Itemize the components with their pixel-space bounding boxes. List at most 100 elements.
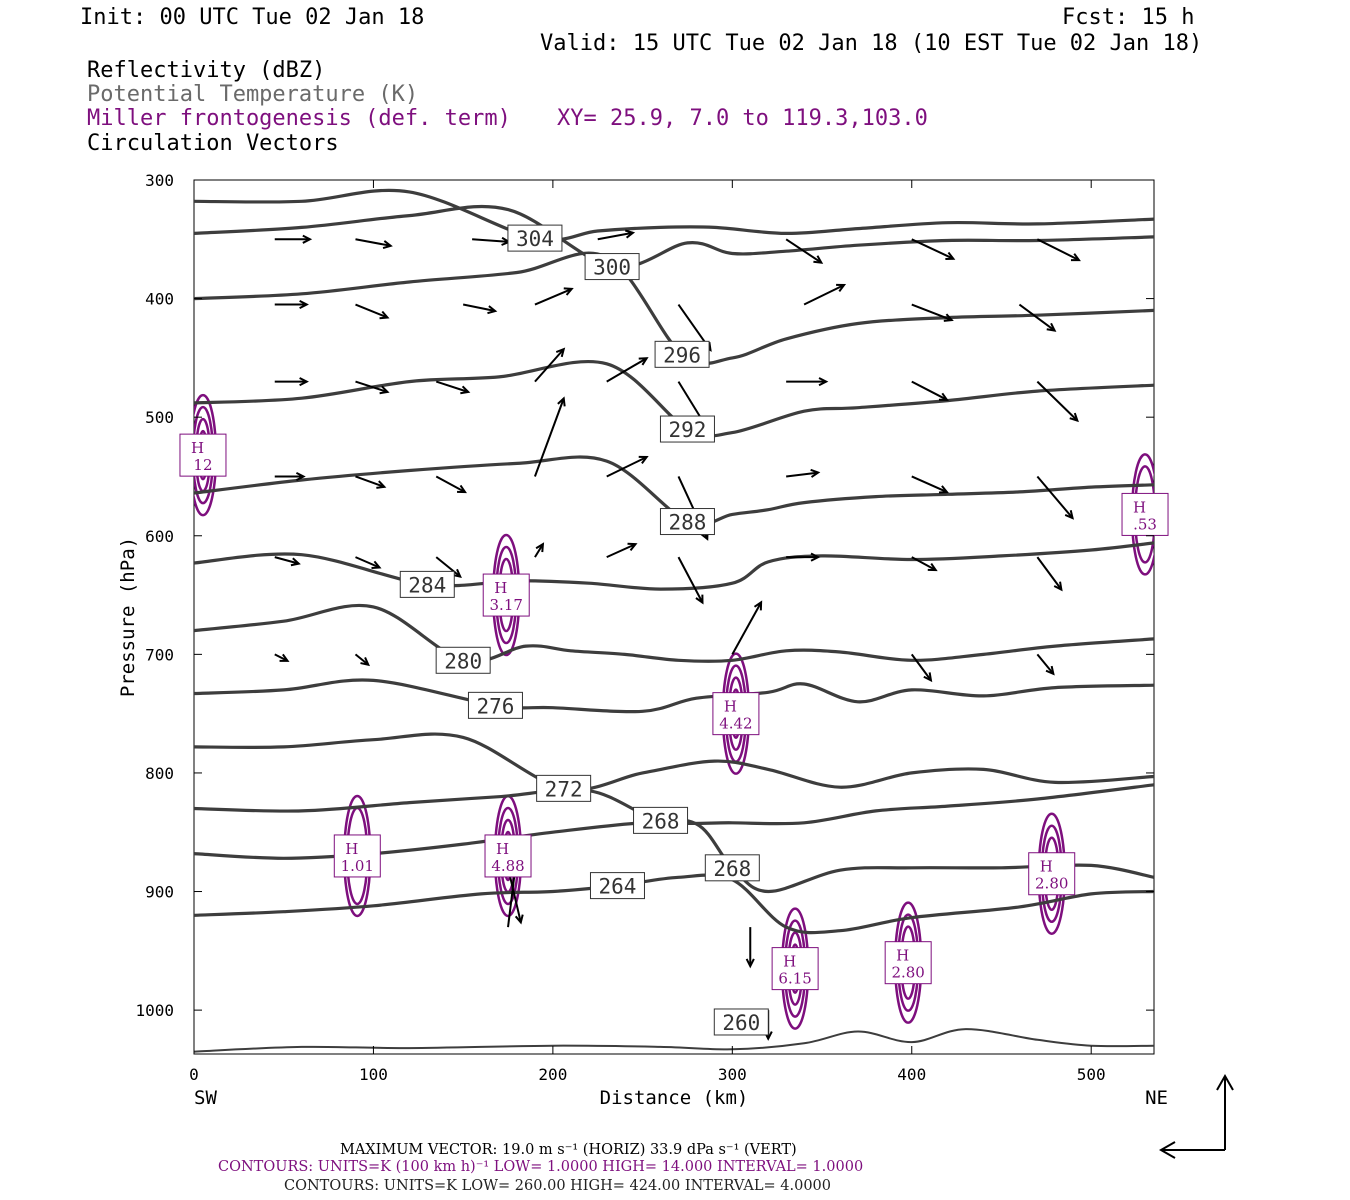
frontogenesis-max-letter: H: [1133, 498, 1146, 516]
circulation-vector: [786, 552, 821, 562]
theta-label-text: 268: [713, 857, 751, 881]
theta-contours: [194, 188, 1154, 1053]
circulation-vector: [1036, 475, 1074, 520]
theta-label-text: 268: [642, 809, 680, 833]
theta-label: 268: [633, 806, 689, 834]
circulation-vector: [803, 283, 847, 306]
frontogenesis-max-value: 2.80: [1035, 875, 1068, 893]
init-time: Init: 00 UTC Tue 02 Jan 18: [80, 5, 424, 30]
circulation-vector: [472, 236, 512, 246]
frontogenesis-max-letter: H: [496, 840, 509, 858]
circulation-vector: [274, 653, 290, 662]
x-axis-title: Distance (km): [600, 1087, 749, 1109]
theta-label-text: 260: [722, 1011, 760, 1035]
circulation-vector: [1018, 303, 1057, 332]
frontogenesis-max-value: .53: [1133, 515, 1157, 533]
frontogenesis-max-label: H1.01: [333, 834, 381, 878]
theta-label-text: 304: [516, 227, 554, 251]
footer-contours-theta: CONTOURS: UNITS=K LOW= 260.00 HIGH= 424.…: [284, 1178, 831, 1194]
frontogenesis-max-value: 3.17: [490, 596, 523, 614]
theta-label-text: 300: [593, 256, 631, 280]
circulation-vector: [785, 238, 824, 264]
frontogenesis-max-value: 2.80: [891, 964, 924, 982]
circulation-vector: [274, 377, 309, 387]
circulation-vector: [911, 238, 956, 261]
frontogenesis-max-letter: H: [494, 579, 507, 597]
theta-label: 304: [507, 224, 563, 252]
x-tick-label: 0: [189, 1065, 199, 1084]
circulation-vector: [597, 229, 636, 241]
circulation-vector: [355, 556, 382, 570]
theta-label-text: 264: [599, 875, 637, 899]
x-tick-label: 200: [538, 1065, 567, 1084]
frontogenesis-max-value: 6.15: [778, 970, 811, 988]
y-tick-label: 300: [145, 171, 174, 190]
circulation-vector: [1036, 380, 1079, 423]
theta-contour-284: [194, 541, 1154, 591]
theta-label: 292: [659, 415, 715, 443]
y-tick-label: 700: [145, 645, 174, 664]
frontogenesis-max-label: H4.42: [712, 692, 760, 736]
circulation-vector: [534, 542, 545, 558]
theta-label-text: 288: [668, 511, 706, 535]
frontogenesis-max-letter: H: [191, 439, 204, 457]
frontogenesis-max-label: H2.80: [1028, 852, 1076, 896]
circulation-vector: [462, 303, 498, 315]
circulation-vector: [786, 468, 821, 478]
frontogenesis-max-label: H3.17: [482, 573, 530, 617]
y-axis-title: Pressure (hPa): [117, 537, 139, 697]
y-tick-label: 400: [145, 290, 174, 309]
circulation-vector: [435, 475, 467, 494]
circulation-vector: [274, 234, 313, 244]
circulation-vector: [274, 471, 306, 481]
theta-label: 300: [584, 253, 640, 281]
x-tick-label: 100: [359, 1065, 388, 1084]
circulation-vector: [606, 542, 638, 559]
circulation-vector: [745, 927, 755, 969]
axes: 300 400 500 600 700 800 900 1000 0 100 200 300 400 50…: [135, 171, 1154, 1084]
field-theta-label: Potential Temperature (K): [87, 82, 418, 107]
footer-max-vector: MAXIMUM VECTOR: 19.0 m s⁻¹ (HORIZ) 33.9 …: [340, 1142, 797, 1158]
frontogenesis-maxima: H1.01H4.88H3.17H4.42H6.15H2.80H2.80H12H.…: [179, 433, 1169, 991]
field-frontogenesis-label: Miller frontogenesis (def. term): [87, 106, 511, 131]
circulation-vector: [355, 303, 390, 320]
circulation-vector: [911, 380, 949, 401]
circulation-vector: [534, 287, 574, 306]
circulation-vectors: [274, 229, 1081, 1041]
circulation-vector: [534, 347, 566, 383]
x-tick-label: 300: [718, 1065, 747, 1084]
theta-label-text: 284: [408, 573, 446, 597]
circulation-vector: [606, 357, 649, 383]
circulation-vector: [274, 556, 301, 567]
circulation-vector: [355, 238, 393, 250]
frontogenesis-max-letter: H: [724, 698, 737, 716]
circulation-vector: [1036, 238, 1081, 262]
circulation-vector: [355, 475, 387, 489]
frontogenesis-max-value: 1.01: [341, 857, 374, 875]
circulation-vector: [677, 556, 704, 605]
y-tick-label: 1000: [135, 1001, 174, 1020]
circulation-vector: [911, 475, 949, 494]
x-tick-label: 500: [1077, 1065, 1106, 1084]
y-tick-label: 900: [145, 883, 174, 902]
circulation-vector: [355, 380, 390, 395]
circulation-vector: [354, 653, 371, 667]
theta-label: 296: [654, 340, 710, 368]
theta-label-text: 296: [663, 343, 701, 367]
frontogenesis-max-label: H6.15: [771, 947, 819, 991]
frontogenesis-max-value: 4.88: [491, 857, 524, 875]
xy-endpoints-label: XY= 25.9, 7.0 to 119.3,103.0: [557, 106, 928, 131]
y-tick-label: 600: [145, 527, 174, 546]
frontogenesis-contours: [194, 393, 1154, 1030]
frontogenesis-max-letter: H: [1040, 858, 1053, 876]
circulation-vector: [274, 299, 309, 310]
circulation-vector: [533, 396, 566, 477]
field-vectors-label: Circulation Vectors: [87, 131, 339, 156]
field-reflectivity-label: Reflectivity (dBZ): [87, 58, 325, 83]
circulation-vector: [1036, 556, 1063, 592]
theta-label: 264: [589, 872, 645, 900]
theta-label-text: 272: [545, 777, 583, 801]
frontogenesis-max-value: 4.42: [719, 715, 752, 733]
footer-contours-frontogenesis: CONTOURS: UNITS=K (100 km h)⁻¹ LOW= 1.00…: [218, 1159, 863, 1175]
